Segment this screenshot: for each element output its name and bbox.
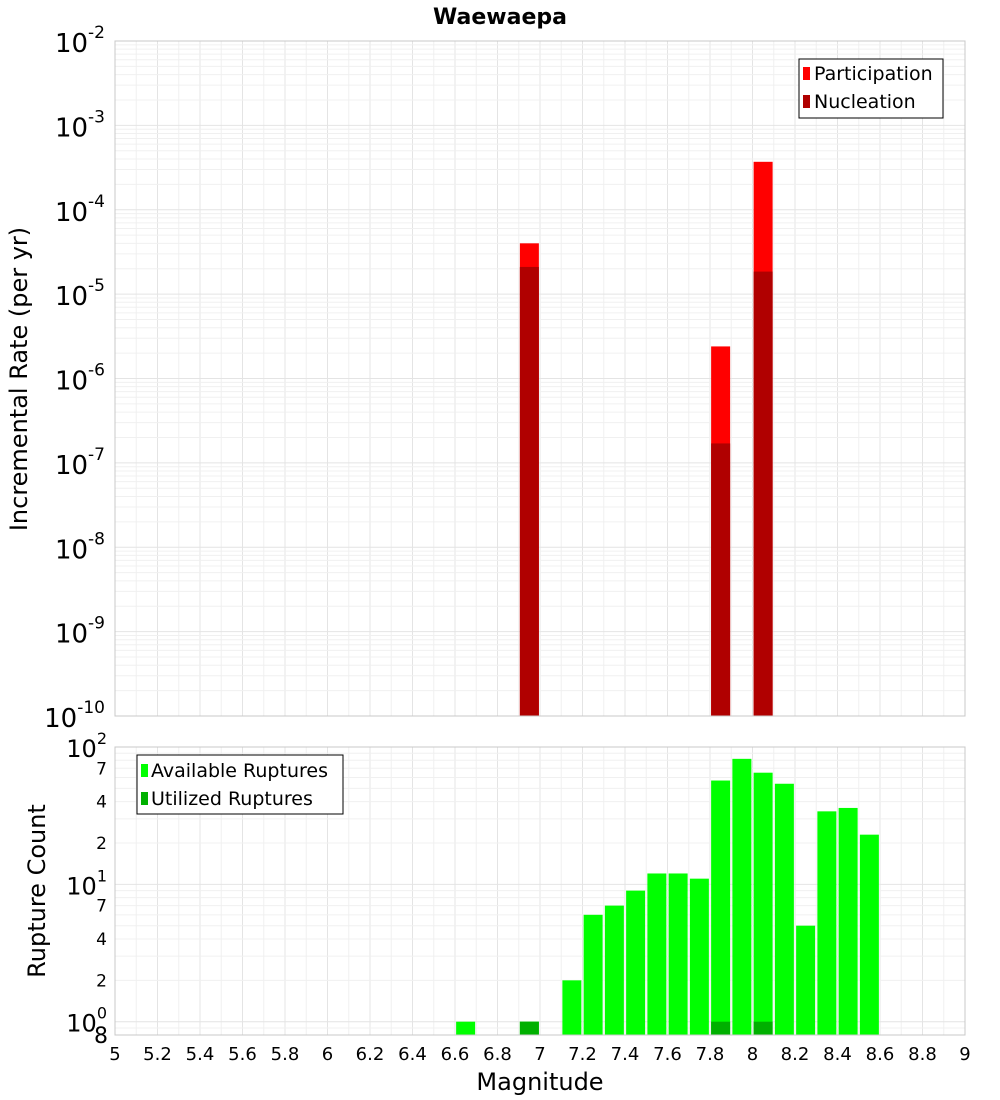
bottom-chart-frame: [114, 746, 966, 1036]
bar-available-ruptures: [817, 811, 837, 1035]
bar-nucleation: [711, 443, 731, 716]
y-tick-label: 4: [96, 793, 107, 813]
top-y-axis-label: Incremental Rate (per yr): [5, 227, 33, 531]
legend-label-utilized-ruptures: Utilized Ruptures: [151, 788, 313, 810]
bottom-chart-bars: [456, 758, 879, 1035]
y-tick-label: 10-3: [55, 107, 105, 143]
legend-label-participation: Participation: [814, 63, 933, 85]
y-tick-label: 4: [96, 930, 107, 950]
y-tick-label: 7: [96, 759, 107, 779]
bar-available-ruptures: [838, 807, 858, 1035]
bar-available-ruptures: [562, 980, 582, 1035]
bar-available-ruptures: [774, 783, 794, 1035]
bar-available-ruptures: [732, 758, 752, 1035]
bar-available-ruptures: [668, 873, 688, 1035]
bar-utilized-ruptures: [711, 1021, 731, 1035]
x-tick-label: 5.4: [186, 1044, 215, 1065]
legend-label-available-ruptures: Available Ruptures: [151, 760, 328, 782]
x-tick-label: 5.6: [228, 1044, 257, 1065]
bar-utilized-ruptures: [753, 1021, 773, 1035]
x-tick-label: 8.2: [781, 1044, 810, 1065]
x-tick-label: 6: [322, 1044, 333, 1065]
x-tick-label: 8.6: [866, 1044, 895, 1065]
y-tick-label: 8: [94, 1024, 108, 1049]
x-tick-label: 7: [534, 1044, 545, 1065]
bar-nucleation: [753, 271, 773, 716]
x-tick-label: 6.8: [483, 1044, 512, 1065]
x-tick-label: 7.4: [611, 1044, 640, 1065]
bar-utilized-ruptures: [519, 1021, 539, 1035]
bar-available-ruptures: [753, 772, 773, 1035]
bar-nucleation: [519, 266, 539, 716]
chart-title: Waewaepa: [433, 5, 567, 30]
top-legend: Participation Nucleation: [798, 58, 944, 119]
bar-available-ruptures: [626, 890, 646, 1035]
x-tick-label: 6.4: [398, 1044, 427, 1065]
legend-swatch-available-ruptures: [141, 764, 148, 777]
y-tick-label: 10-2: [55, 23, 105, 59]
bar-available-ruptures: [604, 905, 624, 1035]
bottom-legend-box: [136, 754, 344, 815]
top-chart-frame: [114, 40, 966, 717]
bottom-y-axis-label: Rupture Count: [23, 804, 51, 978]
y-tick-label: 10-4: [55, 192, 105, 228]
x-tick-label: 8.4: [823, 1044, 852, 1065]
bar-available-ruptures: [796, 925, 816, 1035]
bottom-legend: Available Ruptures Utilized Ruptures: [136, 754, 344, 815]
top-chart-grid: [114, 41, 966, 717]
x-tick-label: 8.8: [908, 1044, 937, 1065]
y-tick-label: 10-5: [55, 276, 105, 312]
bar-available-ruptures: [647, 873, 667, 1035]
bar-available-ruptures: [689, 878, 709, 1035]
y-tick-label: 10-7: [55, 445, 105, 481]
x-tick-label: 7.2: [568, 1044, 597, 1065]
y-tick-label: 101: [66, 866, 107, 900]
y-tick-label: 10-10: [44, 698, 105, 734]
x-tick-label: 9: [959, 1044, 970, 1065]
x-tick-label: 7.8: [696, 1044, 725, 1065]
x-tick-label: 6.2: [356, 1044, 385, 1065]
legend-swatch-utilized-ruptures: [141, 792, 148, 805]
legend-label-nucleation: Nucleation: [814, 91, 916, 113]
bottom-chart-x-ticks: 5 5.2 5.4 5.6 5.8 6 6.2 6.4 6.6 6.8 7 7.2 7.4 7.6 7.8 8…: [109, 1044, 970, 1065]
y-tick-label: 7: [96, 897, 107, 917]
x-tick-label: 7.6: [653, 1044, 682, 1065]
y-tick-label: 10-6: [55, 361, 105, 397]
x-axis-label: Magnitude: [476, 1068, 603, 1096]
top-legend-box: [798, 58, 944, 119]
y-tick-label: 102: [66, 729, 107, 763]
x-tick-label: 5.2: [143, 1044, 172, 1065]
bar-available-ruptures: [711, 780, 731, 1035]
top-chart-bars: [519, 161, 773, 717]
y-tick-label: 100: [66, 1004, 107, 1038]
bar-available-ruptures: [859, 834, 879, 1035]
legend-swatch-participation: [803, 67, 810, 80]
legend-swatch-nucleation: [803, 95, 810, 108]
bar-available-ruptures: [456, 1021, 476, 1035]
top-chart-y-ticks: 10-2 10-3 10-4 10-5 10-6 10-7 10-8 10-9 10-10: [44, 23, 105, 734]
x-tick-label: 6.6: [441, 1044, 470, 1065]
y-tick-label: 2: [96, 971, 107, 991]
y-tick-label: 2: [96, 834, 107, 854]
x-tick-label: 5.8: [271, 1044, 300, 1065]
x-tick-label: 5: [109, 1044, 120, 1065]
bar-available-ruptures: [583, 914, 603, 1035]
x-tick-label: 8: [747, 1044, 758, 1065]
y-tick-label: 10-8: [55, 529, 105, 565]
y-tick-label: 10-9: [55, 614, 105, 650]
